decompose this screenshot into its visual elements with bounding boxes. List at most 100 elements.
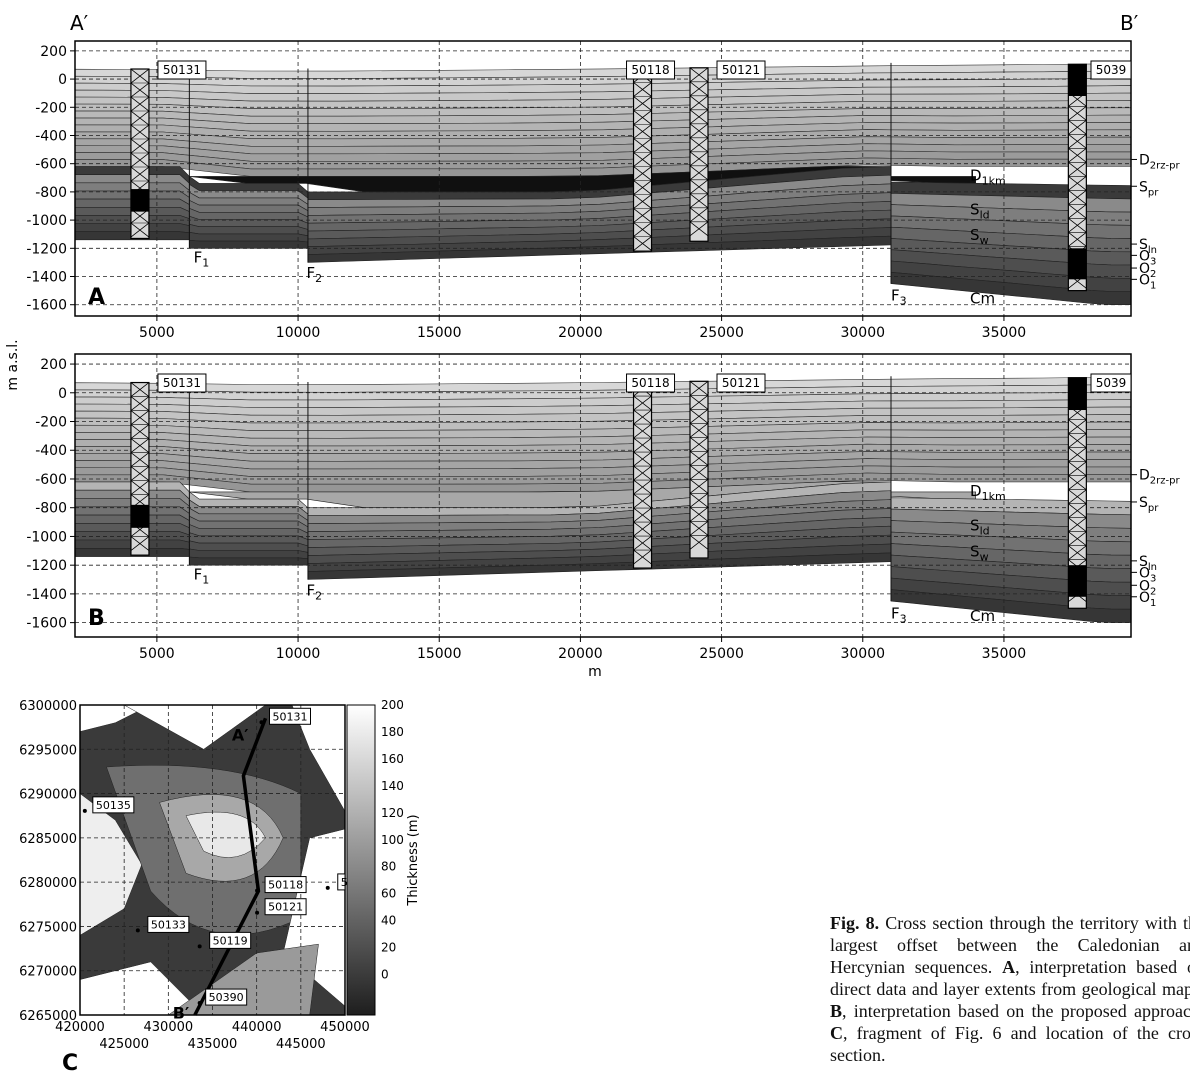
x-tick-label: 10000 — [276, 646, 321, 662]
map-well-id: 50133 — [151, 918, 186, 931]
panel-letter: A — [88, 285, 105, 310]
panel-letter: C — [62, 1051, 78, 1075]
map-well: 50390 — [197, 988, 248, 1006]
colorbar-tick: 0 — [381, 968, 389, 982]
map-y-tick: 6275000 — [19, 920, 77, 935]
map-well: 50131 — [259, 707, 311, 725]
well-id: 5039 — [1096, 63, 1127, 77]
well-id: 50118 — [631, 376, 669, 390]
unit-label-right: Sln — [1139, 554, 1157, 573]
unit-label: Sw — [970, 226, 989, 247]
well-label: 50131 — [157, 373, 207, 393]
map-x-tick: 450000 — [320, 1020, 370, 1035]
map-well-id: 50390 — [209, 991, 244, 1004]
colorbar-tick: 60 — [381, 887, 396, 901]
figure-caption: Fig. 8. Cross section through the territ… — [830, 912, 1190, 1066]
fault-label: F1 — [194, 248, 210, 269]
x-tick-label: 25000 — [699, 646, 744, 662]
caption-label-b: B — [830, 1001, 843, 1021]
caption-text-3: , interpretation based on the proposed a… — [842, 1001, 1190, 1021]
caption-label-a: A — [1002, 957, 1016, 977]
x-tick-label: 15000 — [417, 325, 462, 341]
map-y-tick: 6280000 — [19, 876, 77, 891]
map-x-tick: 440000 — [232, 1020, 282, 1035]
colorbar-tick: 160 — [381, 752, 404, 766]
x-tick-label: 10000 — [276, 325, 321, 341]
section-line — [193, 717, 268, 1016]
x-tick-label: 15000 — [417, 646, 462, 662]
x-axis-label: m — [588, 664, 602, 680]
well-label: 50121 — [716, 60, 766, 80]
fault-label: F1 — [194, 566, 210, 587]
unit-label-right: D2rz-pr — [1139, 152, 1180, 171]
fault-label: F2 — [307, 264, 323, 285]
unit-label: D1km — [970, 482, 1006, 503]
map-y-tick: 6290000 — [19, 788, 77, 803]
y-tick-label: -600 — [35, 472, 67, 488]
map-y-tick: 6295000 — [19, 743, 77, 758]
well-column — [130, 68, 150, 240]
y-tick-label: -1600 — [26, 616, 67, 632]
map-well-id: 50118 — [268, 879, 303, 892]
x-tick-label: 20000 — [558, 325, 603, 341]
map-well: 50119 — [197, 931, 252, 949]
unit-label: Sld — [970, 200, 990, 221]
x-tick-label: 25000 — [699, 325, 744, 341]
y-tick-label: -400 — [35, 443, 67, 459]
caption-text-2: , interpretation based on direct data an… — [830, 957, 1190, 999]
y-tick-label: -1400 — [26, 587, 67, 603]
map-x-tick: 420000 — [55, 1020, 105, 1035]
well-label: 5039 — [1090, 373, 1132, 393]
colorbar — [346, 704, 376, 1016]
map-y-tick: 6270000 — [19, 965, 77, 980]
map-x-tick: 425000 — [99, 1037, 149, 1052]
caption-text-4: , fragment of Fig. 6 and location of the… — [830, 1023, 1190, 1065]
panel-letter: B — [88, 606, 105, 631]
map-well: 50133 — [135, 915, 190, 933]
map-section-start: A′ — [232, 725, 249, 744]
map-section-end: B′ — [173, 1004, 189, 1023]
map-x-tick: 430000 — [144, 1020, 194, 1035]
y-tick-label: 0 — [58, 386, 67, 402]
colorbar-tick: 100 — [381, 833, 404, 847]
y-tick-label: -1000 — [26, 213, 67, 229]
unit-label-right: Spr — [1139, 495, 1159, 514]
well-column — [632, 67, 653, 252]
unit-label-right: O3 — [1139, 565, 1156, 584]
section-end-label: B′ — [1120, 11, 1139, 35]
well-column — [130, 381, 150, 556]
caption-label-c: C — [830, 1023, 843, 1043]
well-label: 50121 — [716, 373, 766, 393]
well-id: 50121 — [722, 63, 760, 77]
colorbar-tick: 20 — [381, 941, 396, 955]
unit-label: Cm — [970, 607, 995, 625]
map-well: 50121 — [255, 898, 307, 916]
well-column — [689, 67, 709, 242]
well-label: 5039 — [1090, 60, 1132, 80]
unit-label-right: Sln — [1139, 237, 1157, 256]
caption-text-1: Cross section through the territory with… — [830, 913, 1190, 977]
y-tick-label: -1000 — [26, 529, 67, 545]
x-tick-label: 30000 — [840, 646, 885, 662]
map-well-id: 50131 — [273, 710, 308, 723]
well-id: 5039 — [1096, 376, 1127, 390]
unit-label: Sw — [970, 543, 989, 564]
well-label: 50118 — [626, 60, 676, 80]
map-y-tick: 6300000 — [19, 699, 77, 714]
colorbar-tick: 120 — [381, 806, 404, 820]
unit-label-right: O1 — [1139, 590, 1156, 609]
y-tick-label: -800 — [35, 501, 67, 517]
map-well: 50118 — [255, 876, 307, 894]
unit-label: Sld — [970, 517, 990, 538]
x-tick-label: 35000 — [982, 646, 1027, 662]
x-tick-label: 5000 — [139, 325, 175, 341]
fault-label: F3 — [891, 286, 907, 307]
unit-label-right: O1 — [1139, 272, 1156, 291]
map-y-tick: 6285000 — [19, 832, 77, 847]
unit-label-right: O3 — [1139, 248, 1156, 267]
thickness-map-panel-c: 6300000 6295000 6290000 6285000 6280000 62750… — [19, 698, 421, 1075]
colorbar-title: Thickness (m) — [406, 814, 421, 906]
y-tick-label: -1400 — [26, 270, 67, 286]
unit-label-right: D2rz-pr — [1139, 468, 1180, 487]
